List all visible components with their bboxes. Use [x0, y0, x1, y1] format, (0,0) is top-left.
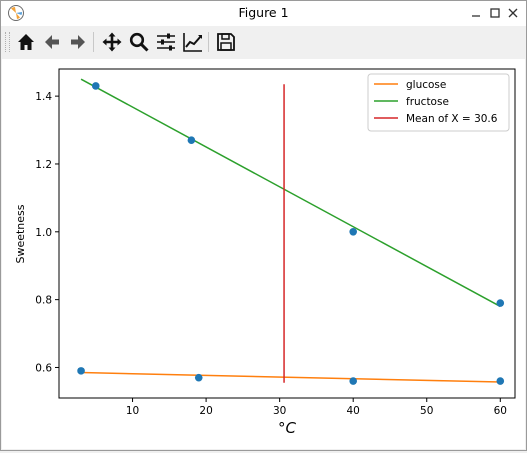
minimize-icon[interactable]: [467, 4, 485, 22]
legend-box: [367, 73, 510, 132]
legend-label: fructose: [406, 96, 449, 108]
scatter-point: [187, 136, 196, 145]
scatter-point: [349, 377, 357, 385]
plot-svg[interactable]: 10 20 30 40 50 60 0.6 0.8 1.0 1.2 1.4 °C Sweetness…: [2, 59, 525, 449]
x-tick-label: 60: [494, 405, 507, 417]
sliders-icon[interactable]: [155, 31, 177, 53]
move-icon[interactable]: [101, 31, 123, 53]
line-chart-icon[interactable]: [182, 31, 204, 53]
y-tick-label: 1.0: [35, 227, 52, 239]
maximize-icon[interactable]: [486, 4, 504, 22]
toolbar-separator: [93, 32, 94, 52]
y-tick-label: 0.8: [35, 295, 52, 307]
matplotlib-app-icon: [8, 5, 24, 21]
magnifier-icon[interactable]: [128, 31, 150, 53]
series-line-glucose: [81, 371, 501, 383]
series-line-fructose: [80, 78, 501, 308]
y-tick-label: 0.6: [35, 362, 52, 374]
toolbar-separator: [208, 32, 209, 52]
x-axis-label: °C: [278, 419, 297, 437]
window-title: Figure 1: [238, 5, 289, 20]
scatter-point: [496, 377, 505, 385]
y-tick-label: 1.4: [35, 91, 52, 103]
scatter-point: [496, 299, 505, 307]
navigation-toolbar: [1, 26, 526, 58]
toolbar-grip[interactable]: [5, 32, 10, 52]
y-axis-label: Sweetness: [14, 204, 27, 263]
scatter-point: [91, 82, 100, 90]
y-tick-label: 1.2: [35, 159, 52, 171]
x-tick-label: 10: [126, 405, 139, 417]
x-tick-label: 40: [347, 405, 360, 417]
arrow-right-icon[interactable]: [67, 31, 89, 53]
x-tick-label: 30: [273, 405, 286, 417]
home-icon[interactable]: [15, 31, 37, 53]
x-tick-label: 50: [420, 405, 433, 417]
title-bar: Figure 1: [1, 1, 526, 26]
legend-label: Mean of X = 30.6: [406, 113, 498, 125]
x-tick-label: 20: [199, 405, 212, 417]
floppy-disk-icon[interactable]: [215, 31, 237, 53]
axes-frame: [58, 68, 516, 399]
arrow-left-icon[interactable]: [41, 31, 63, 53]
scatter-point: [194, 373, 203, 382]
close-icon[interactable]: [504, 4, 522, 22]
scatter-point: [349, 228, 357, 236]
legend-label: glucose: [406, 79, 446, 91]
scatter-point: [77, 367, 85, 375]
figure-canvas[interactable]: 10 20 30 40 50 60 0.6 0.8 1.0 1.2 1.4 °C Sweetness…: [2, 59, 525, 449]
legend: glucose fructose Mean of X = 30.6: [367, 73, 510, 132]
